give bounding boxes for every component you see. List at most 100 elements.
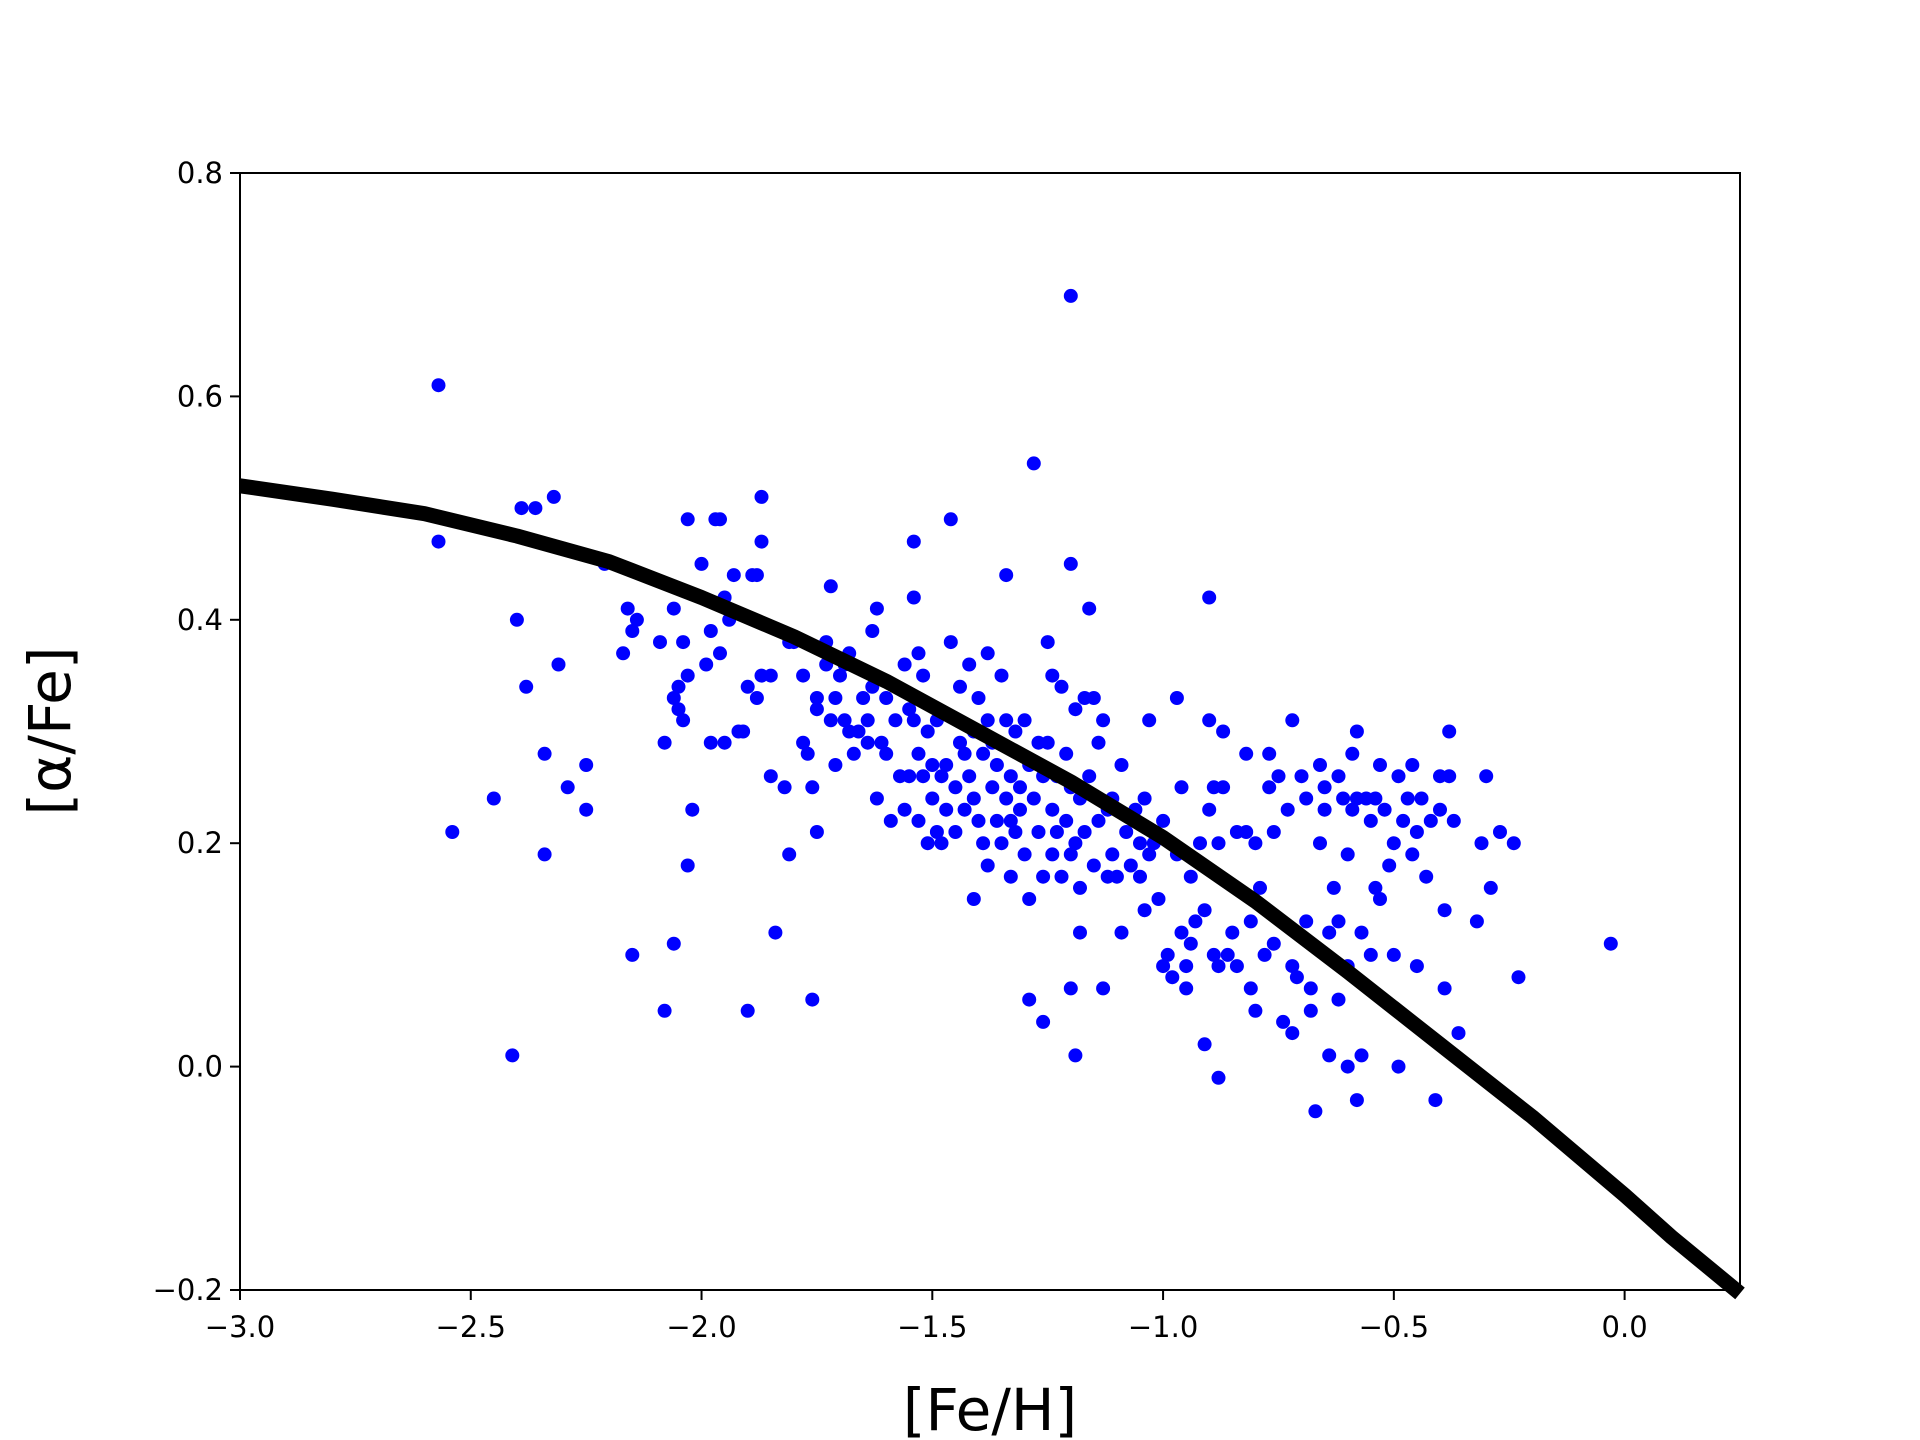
scatter-point — [754, 534, 769, 549]
scatter-point — [809, 702, 824, 717]
scatter-point — [809, 825, 824, 839]
scatter-point — [1285, 1026, 1300, 1041]
model-curve — [238, 478, 1745, 1300]
scatter-point — [754, 489, 769, 504]
scatter-point — [625, 947, 640, 962]
scatter-point — [1059, 813, 1074, 828]
scatter-point — [1096, 713, 1111, 728]
scatter-point — [980, 713, 995, 728]
scatter-point — [856, 691, 871, 705]
scatter-point — [676, 635, 691, 650]
scatter-point — [833, 668, 847, 683]
scatter-point — [1400, 791, 1415, 806]
scatter-point — [579, 802, 594, 817]
scatter-point — [1294, 769, 1309, 784]
scatter-point — [528, 501, 543, 516]
scatter-point — [1396, 813, 1411, 828]
scatter-point — [703, 735, 718, 750]
scatter-point — [1165, 970, 1180, 985]
scatter-point — [1299, 791, 1314, 806]
scatter-point — [1188, 914, 1203, 929]
scatter-point — [1474, 836, 1489, 851]
scatter-point — [1340, 1059, 1355, 1074]
scatter-point — [1133, 836, 1147, 851]
scatter-point — [509, 612, 524, 627]
scatter-point — [1368, 791, 1383, 806]
y-axis-ticks: −0.2 0.0 0.2 0.4 0.6 0.8 — [153, 156, 240, 1307]
scatter-point — [971, 691, 986, 705]
scatter-point — [828, 691, 843, 705]
scatter-point — [796, 735, 811, 750]
scatter-point — [685, 802, 700, 817]
scatter-point — [1446, 813, 1461, 828]
scatter-point — [1243, 981, 1258, 996]
scatter-point — [943, 635, 958, 650]
scatter-point — [1082, 769, 1097, 784]
scatter-point — [823, 713, 838, 728]
scatter-point — [1479, 769, 1494, 784]
scatter-point — [962, 769, 977, 784]
scatter-point — [1045, 668, 1060, 683]
scatter-point — [897, 802, 912, 817]
scatter-point — [1317, 802, 1332, 817]
scatter-point — [1363, 813, 1378, 828]
scatter-point — [948, 780, 963, 795]
scatter-point — [1322, 925, 1337, 940]
scatter-point — [939, 758, 954, 772]
scatter-point — [1303, 1003, 1318, 1018]
scatter-point — [1409, 825, 1424, 839]
scatter-point — [1031, 825, 1046, 839]
scatter-point — [1183, 936, 1198, 951]
scatter-point — [939, 802, 954, 817]
scatter-point — [740, 679, 755, 694]
scatter-point — [1142, 713, 1157, 728]
scatter-point — [1285, 959, 1300, 974]
y-tick-label: −0.2 — [153, 1273, 223, 1307]
scatter-point — [809, 691, 824, 705]
scatter-point — [1169, 691, 1184, 705]
scatter-point — [999, 713, 1014, 728]
scatter-point — [994, 836, 1009, 851]
scatter-point — [666, 936, 681, 951]
scatter-point — [1289, 970, 1304, 985]
scatter-point — [916, 668, 931, 683]
scatter-point — [911, 646, 926, 661]
scatter-point — [1063, 847, 1078, 862]
scatter-point — [929, 825, 944, 839]
scatter-point — [431, 534, 446, 549]
x-tick-label: −1.0 — [1128, 1310, 1198, 1344]
scatter-point — [1377, 802, 1392, 817]
scatter-point — [1026, 456, 1041, 471]
scatter-point — [1257, 947, 1272, 962]
scatter-point — [1045, 847, 1060, 862]
scatter-point — [985, 780, 1000, 795]
scatter-point — [1008, 724, 1023, 739]
scatter-point — [1151, 892, 1166, 906]
scatter-point — [1354, 925, 1369, 940]
scatter-point — [1451, 1026, 1466, 1041]
scatter-point — [671, 702, 686, 717]
scatter-point — [1331, 914, 1346, 929]
scatter-point — [1280, 802, 1295, 817]
plot-frame — [239, 172, 1741, 1291]
scatter-point — [736, 724, 751, 739]
scatter-point — [657, 735, 672, 750]
scatter-point — [879, 746, 894, 761]
scatter-point — [1506, 836, 1521, 851]
scatter-point — [1022, 892, 1037, 906]
scatter-point — [1336, 791, 1351, 806]
scatter-point — [1326, 880, 1341, 895]
scatter-point — [1211, 1070, 1226, 1085]
scatter-point — [1063, 981, 1078, 996]
scatter-point — [616, 646, 631, 661]
scatter-point — [1091, 813, 1106, 828]
scatter-point — [1262, 746, 1277, 761]
scatter-point — [1276, 1014, 1291, 1029]
scatter-point — [666, 601, 681, 616]
scatter-point — [1206, 947, 1221, 962]
scatter-point — [1045, 802, 1060, 817]
scatter-point — [777, 780, 792, 795]
scatter-point — [1105, 847, 1120, 862]
scatter-point — [1349, 1093, 1364, 1108]
